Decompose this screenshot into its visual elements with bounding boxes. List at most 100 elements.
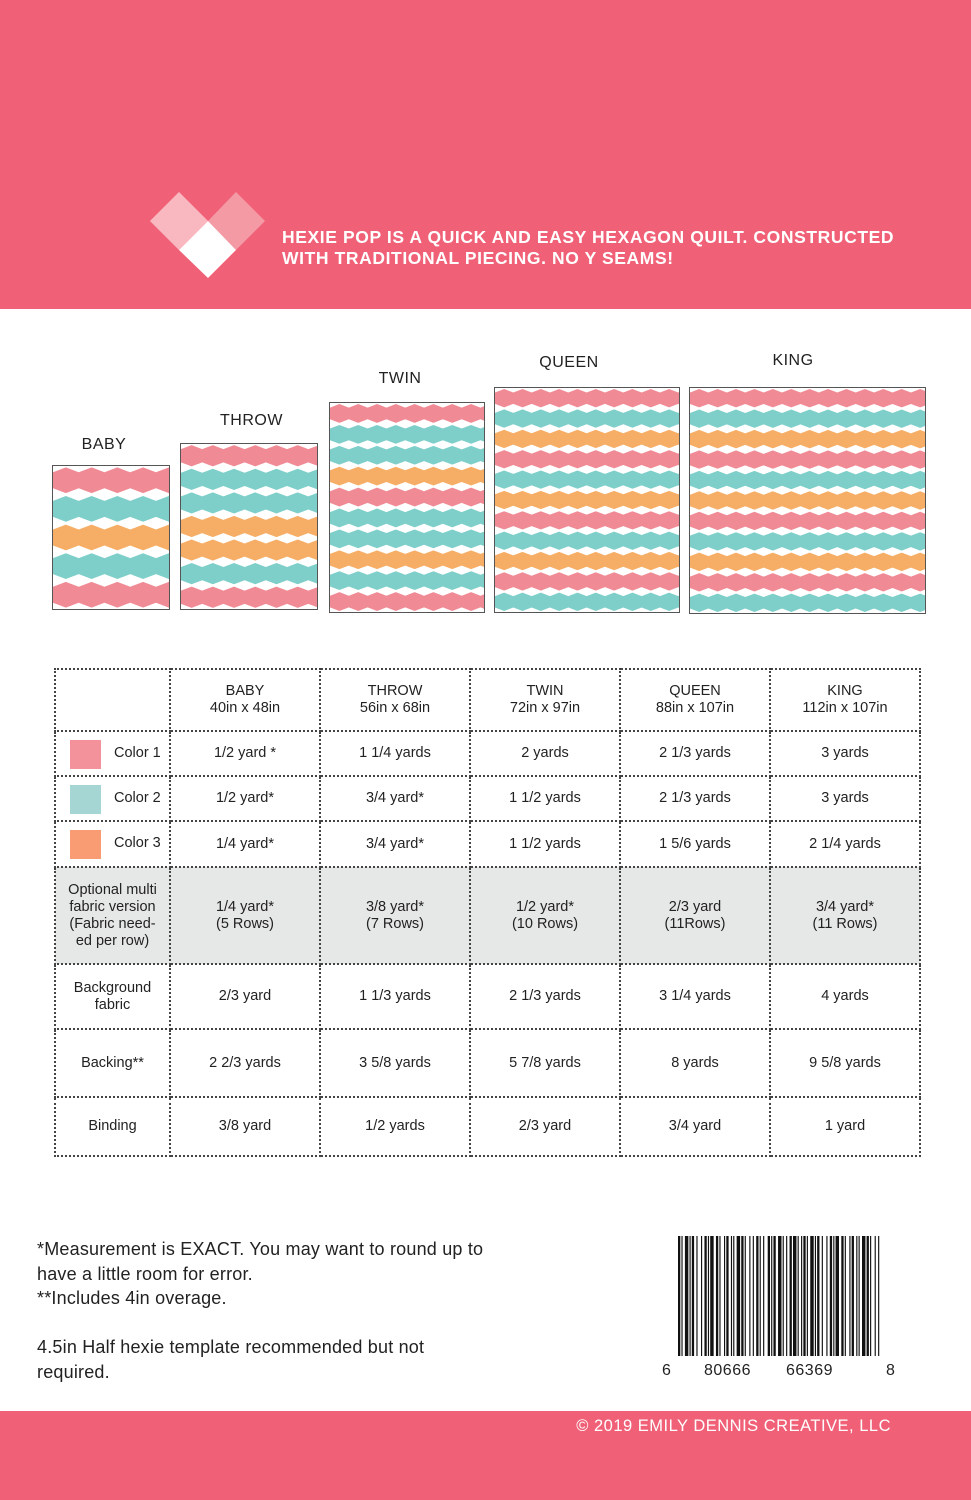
barcode-bar [829, 1236, 833, 1356]
barcode-bar [793, 1236, 797, 1356]
table-cell: 3/4 yard* (11 Rows) [769, 866, 921, 965]
quilt-strip-teal [53, 496, 169, 522]
barcode-bar [797, 1236, 799, 1356]
barcode-bar [786, 1236, 788, 1356]
barcode-group-1: 80666 [704, 1362, 751, 1379]
table-cell: 3/4 yard [619, 1096, 771, 1157]
table-cell: 3 1/4 yards [619, 963, 771, 1030]
table-cell: 4 yards [769, 963, 921, 1030]
quilt-strip-pink [181, 445, 317, 467]
quilt-strip-teal [330, 445, 484, 465]
row-label-color1: Color 1 [54, 730, 171, 777]
quilt-strip-pink [330, 404, 484, 423]
quilt-strip-orange [495, 551, 679, 571]
quilt-strip-pink [181, 586, 317, 608]
barcode-bar [835, 1236, 839, 1356]
quilt-strip-pink [495, 511, 679, 530]
quilt-queen [494, 387, 680, 613]
quilt-strip-pink [495, 389, 679, 408]
barcode-bar [724, 1236, 726, 1356]
quilt-strip-orange [181, 515, 317, 538]
barcode-bar [726, 1236, 729, 1356]
quilt-strip-orange [330, 466, 484, 486]
row-label-multi-fabric: Optional multi fabric version (Fabric need… [54, 866, 171, 965]
table-cell: 1 1/2 yards [469, 820, 621, 868]
row-label-backing: Backing** [54, 1028, 171, 1098]
table-cell: 9 5/8 yards [769, 1028, 921, 1098]
barcode-bar [678, 1236, 681, 1356]
barcode-digit-right: 8 [886, 1362, 895, 1379]
table-cell: 1/2 yard * [169, 730, 321, 777]
table-row-binding: Binding 3/8 yard 1/2 yards 2/3 yard 3/4 … [54, 1096, 921, 1157]
quilt-strip-teal [181, 563, 317, 585]
quilt-label-baby: BABY [81, 436, 127, 453]
table-row-color3: Color 3 1/4 yard* 3/4 yard* 1 1/2 yards … [54, 820, 921, 868]
quilt-strip-pink [53, 581, 169, 608]
barcode-bar [744, 1236, 746, 1356]
barcode: 6 80666 66369 8 [662, 1236, 895, 1379]
table-row-color2: Color 2 1/2 yard* 3/4 yard* 1 1/2 yards … [54, 775, 921, 822]
quilt-strip-pink [330, 592, 484, 611]
barcode-bar [810, 1236, 814, 1356]
quilt-twin [329, 402, 485, 613]
barcode-group-2: 66369 [786, 1362, 833, 1379]
row-label-color2: Color 2 [54, 775, 171, 822]
barcode-bar [715, 1236, 719, 1356]
barcode-bar [704, 1236, 707, 1356]
quilt-strip-teal [330, 424, 484, 444]
barcode-bar [866, 1236, 869, 1356]
note-line-2: have a little room for error. [37, 1263, 253, 1284]
barcode-bar [803, 1236, 806, 1356]
quilt-strip-teal [495, 470, 679, 489]
table-row-backing: Backing** 2 2/3 yards 3 5/8 yards 5 7/8 … [54, 1028, 921, 1098]
copyright: © 2019 EMILY DENNIS CREATIVE, LLC [576, 1417, 891, 1435]
quilt-strip-teal [690, 532, 925, 551]
barcode-bar [733, 1236, 735, 1356]
quilt-strip-teal [690, 409, 925, 428]
color2-swatch [70, 785, 101, 814]
quilt-strips [181, 444, 317, 609]
table-cell: 3/8 yard* (7 Rows) [319, 866, 471, 965]
table-cell: 2 yards [469, 730, 621, 777]
barcode-bar [878, 1236, 880, 1356]
table-cell: 3/8 yard [169, 1096, 321, 1157]
table-cell: 1/4 yard* (5 Rows) [169, 866, 321, 965]
table-corner-cell [54, 668, 171, 732]
table-cell: 3/4 yard* [319, 820, 471, 868]
barcode-bar [844, 1236, 846, 1356]
table-cell: 1 yard [769, 1096, 921, 1157]
quilt-strip-orange [330, 550, 484, 570]
barcode-bar [681, 1236, 683, 1356]
barcode-bar [730, 1236, 733, 1356]
barcode-bar [778, 1236, 782, 1356]
table-cell: 5 7/8 yards [469, 1028, 621, 1098]
quilt-strips [690, 388, 925, 613]
barcode-bar [771, 1236, 773, 1356]
barcode-bar [814, 1236, 816, 1356]
barcode-bar [817, 1236, 820, 1356]
table-cell: 1/2 yards [319, 1096, 471, 1157]
quilt-label-twin: TWIN [378, 370, 422, 387]
barcode-bar [684, 1236, 689, 1356]
quilt-strip-teal [330, 508, 484, 528]
table-cell: 2 1/3 yards [619, 775, 771, 822]
table-cell: 2 1/3 yards [469, 963, 621, 1030]
header-baby: BABY 40in x 48in [169, 668, 321, 732]
table-cell: 2/3 yard [169, 963, 321, 1030]
table-cell: 3 yards [769, 775, 921, 822]
tagline-line-2: WITH TRADITIONAL PIECING. NO Y SEAMS! [282, 248, 674, 268]
barcode-bar [701, 1236, 703, 1356]
table-row-multi-fabric: Optional multi fabric version (Fabric need… [54, 866, 921, 965]
header-banner [0, 0, 971, 309]
header-king: KING 112in x 107in [769, 668, 921, 732]
quilt-strip-orange [690, 491, 925, 510]
table-cell: 2 1/3 yards [619, 730, 771, 777]
barcode-bar [782, 1236, 784, 1356]
table-cell: 2/3 yard (11Rows) [619, 866, 771, 965]
barcode-bar [806, 1236, 808, 1356]
table-cell: 1/2 yard* (10 Rows) [469, 866, 621, 965]
barcode-bar [710, 1236, 714, 1356]
barcode-bar [858, 1236, 860, 1356]
barcode-bar [851, 1236, 854, 1356]
barcode-bar [756, 1236, 759, 1356]
